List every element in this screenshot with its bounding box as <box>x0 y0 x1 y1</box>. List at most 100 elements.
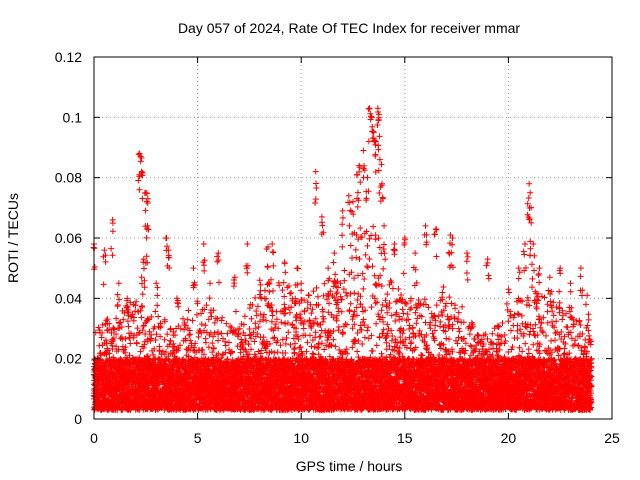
data-point <box>300 325 307 332</box>
data-point <box>228 349 235 356</box>
data-point <box>108 329 115 336</box>
data-point <box>110 337 117 344</box>
data-point <box>314 293 321 300</box>
data-point <box>279 287 286 294</box>
data-point <box>127 340 134 347</box>
data-point <box>129 311 136 318</box>
data-point <box>186 332 193 339</box>
data-point <box>128 313 135 320</box>
data-point <box>202 322 209 329</box>
data-point <box>121 310 128 317</box>
data-point <box>104 347 111 354</box>
data-point <box>122 349 129 356</box>
data-point <box>288 289 295 296</box>
data-point <box>119 336 126 343</box>
data-point <box>185 307 192 314</box>
data-point <box>140 345 147 352</box>
data-point <box>224 330 231 337</box>
data-point <box>133 298 140 305</box>
data-point <box>110 334 117 341</box>
data-point <box>122 344 129 351</box>
data-point <box>99 321 106 328</box>
data-point <box>222 342 229 349</box>
data-point <box>308 343 315 350</box>
data-point <box>306 332 313 339</box>
data-point <box>96 342 103 349</box>
data-point <box>269 312 276 319</box>
data-point <box>184 316 191 323</box>
data-point <box>292 340 299 347</box>
data-point <box>109 342 116 349</box>
data-point <box>305 292 312 299</box>
data-point <box>117 319 124 326</box>
data-point <box>97 356 104 363</box>
data-point <box>111 326 118 333</box>
data-point <box>130 334 137 341</box>
data-point <box>312 329 319 336</box>
data-point <box>115 346 122 353</box>
data-point <box>285 282 292 289</box>
data-point <box>103 317 110 324</box>
data-point <box>245 341 252 348</box>
data-point <box>128 330 135 337</box>
data-point <box>251 338 258 345</box>
data-point <box>209 340 216 347</box>
data-point <box>126 352 133 359</box>
data-point <box>283 335 290 342</box>
data-point <box>310 288 317 295</box>
data-point <box>253 312 260 319</box>
data-point <box>161 336 168 343</box>
data-point <box>103 351 110 358</box>
data-point <box>238 336 245 343</box>
data-point <box>195 333 202 340</box>
data-point <box>199 346 206 353</box>
data-point <box>289 321 296 328</box>
data-point <box>167 325 174 332</box>
data-point <box>152 336 159 343</box>
data-point <box>255 323 262 330</box>
data-point <box>219 314 226 321</box>
data-point <box>170 340 177 347</box>
data-point <box>202 339 209 346</box>
data-point <box>304 339 311 346</box>
data-point <box>198 310 205 317</box>
data-point <box>106 326 113 333</box>
data-point <box>246 326 253 333</box>
data-point <box>138 314 145 321</box>
data-point <box>125 323 132 330</box>
data-point <box>248 315 255 322</box>
data-point <box>284 284 291 291</box>
data-point <box>287 341 294 348</box>
data-point <box>313 284 320 291</box>
data-point <box>225 339 232 346</box>
data-point <box>189 317 196 324</box>
data-point <box>127 299 134 306</box>
data-point <box>95 324 102 331</box>
data-point <box>269 287 276 294</box>
data-point <box>241 313 248 320</box>
data-point <box>285 329 292 336</box>
data-point <box>308 310 315 317</box>
data-point <box>193 311 200 318</box>
data-point <box>279 336 286 343</box>
data-point <box>309 350 316 357</box>
data-point <box>317 333 324 340</box>
data-point <box>297 344 304 351</box>
data-point <box>286 309 293 316</box>
data-point <box>187 331 194 338</box>
data-point <box>260 334 267 341</box>
data-point <box>316 333 323 340</box>
data-point <box>282 340 289 347</box>
data-point <box>179 315 186 322</box>
data-point <box>116 320 123 327</box>
data-point <box>113 331 120 338</box>
data-point <box>106 320 113 327</box>
data-point <box>155 313 162 320</box>
data-point <box>136 354 143 361</box>
data-point <box>274 349 281 356</box>
data-point <box>164 331 171 338</box>
data-point <box>134 325 141 332</box>
data-points <box>90 105 595 413</box>
data-point <box>104 316 111 323</box>
